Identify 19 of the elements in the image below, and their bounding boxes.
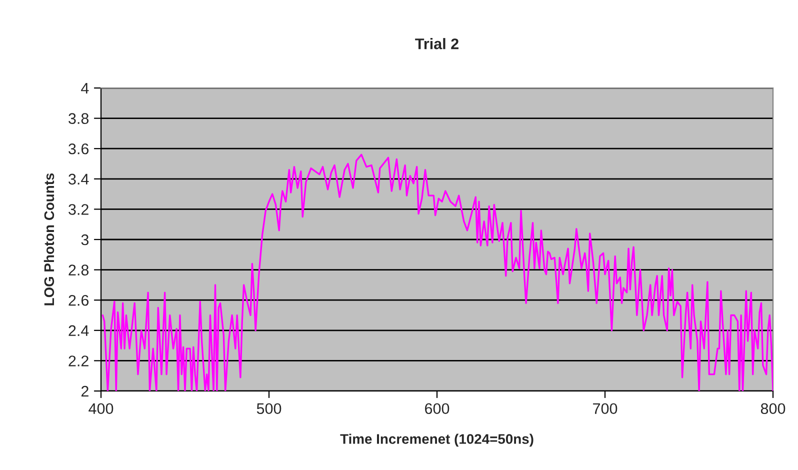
y-tick-label: 2.6 [68, 294, 89, 306]
x-tick-label: 400 [88, 403, 114, 414]
y-tick-label: 2 [81, 386, 88, 397]
y-tick-label: 2.4 [68, 325, 89, 336]
y-tick-label: 3.8 [68, 113, 89, 124]
y-tick-label: 3.4 [68, 174, 89, 185]
y-axis-title: LOG Photon Counts [44, 173, 54, 306]
x-axis-title: Time Incremenet (1024=50ns) [340, 434, 534, 447]
chart-title: Trial 2 [415, 38, 458, 50]
x-tick-label: 800 [760, 403, 786, 414]
y-tick-label: 4 [81, 83, 89, 94]
y-tick-label: 2.8 [68, 264, 89, 276]
y-tick-label: 3.2 [68, 204, 88, 215]
x-tick-label: 600 [425, 403, 450, 414]
x-tick-label: 700 [593, 403, 618, 414]
y-tick-label: 2.2 [68, 356, 88, 366]
y-tick-label: 3.6 [68, 143, 89, 154]
x-tick-label: 500 [256, 403, 282, 414]
y-tick-label: 3 [81, 234, 89, 246]
